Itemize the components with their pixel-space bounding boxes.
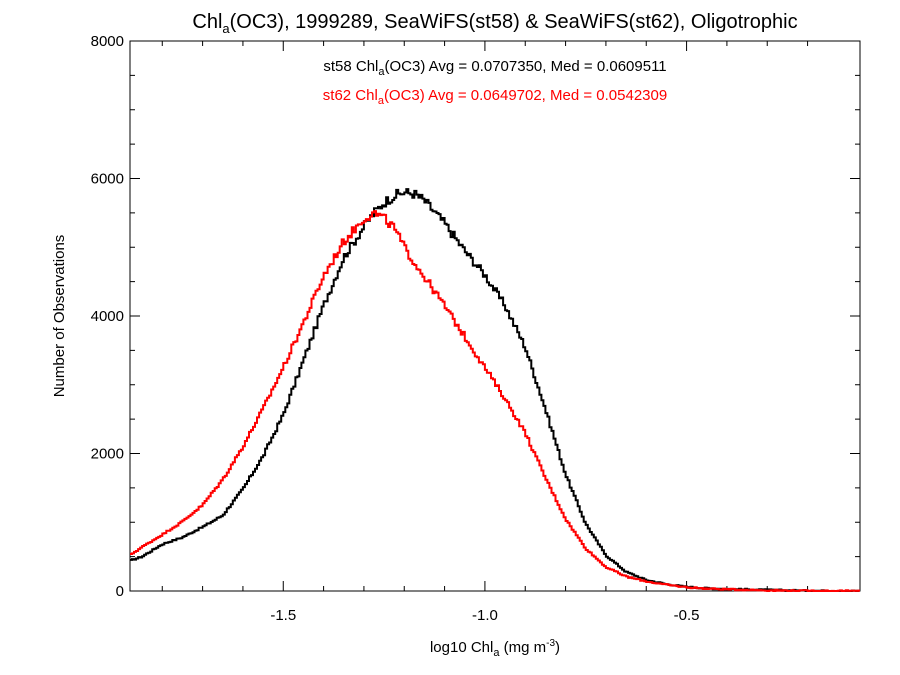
y-tick-label: 8000: [91, 33, 124, 50]
series-st62-histogram: [130, 210, 860, 592]
chart-title: Chla(OC3), 1999289, SeaWiFS(st58) & SeaW…: [192, 11, 797, 36]
y-tick-label: 6000: [91, 171, 124, 188]
plot-frame: [129, 40, 861, 592]
x-tick-label: -1.5: [270, 607, 296, 624]
x-tick-label: -1.0: [472, 607, 498, 624]
y-tick-label: 4000: [91, 308, 124, 325]
stats-line-st58: st58 Chla(OC3) Avg = 0.0707350, Med = 0.…: [323, 58, 666, 78]
y-tick-label: 0: [116, 583, 124, 600]
stats-line-st62: st62 Chla(OC3) Avg = 0.0649702, Med = 0.…: [323, 87, 667, 107]
x-tick-label: -0.5: [674, 607, 700, 624]
chart-title-subscript: a: [222, 21, 230, 36]
y-tick-label: 2000: [91, 446, 124, 463]
y-axis-label: Number of Observations: [51, 235, 68, 398]
series-st58-histogram: [130, 188, 860, 592]
x-axis-label: log10 Chla (mg m-3): [430, 638, 560, 659]
